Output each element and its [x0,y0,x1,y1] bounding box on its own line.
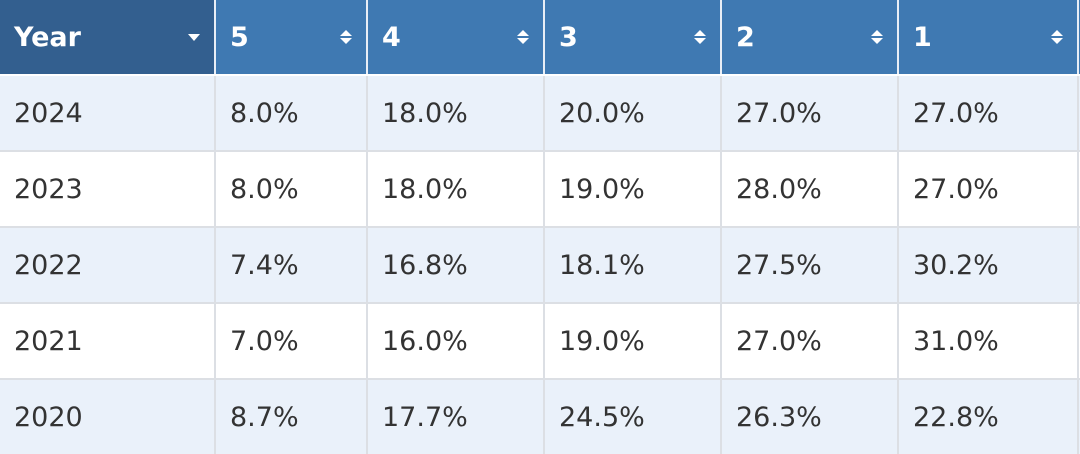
value-cell: 20.0% [544,75,722,152]
table-row: 2021 7.0% 16.0% 19.0% 27.0% 31.0% [0,303,1080,380]
table-row: 2024 8.0% 18.0% 20.0% 27.0% 27.0% [0,75,1080,152]
year-cell: 2022 [0,227,216,304]
column-header-2[interactable]: 2 [721,0,899,76]
table-row: 2022 7.4% 16.8% 18.1% 27.5% 30.2% [0,227,1080,304]
overflow-cell [1078,151,1080,228]
column-header-label: 5 [230,21,249,53]
value-cell: 17.7% [367,379,545,454]
value-cell: 8.0% [215,151,368,228]
value-cell: 7.0% [215,303,368,380]
header-row: Year 5 4 [0,0,1080,76]
value-cell: 8.0% [215,75,368,152]
value-cell: 26.3% [721,379,899,454]
chevron-down-icon[interactable] [188,33,200,41]
value-cell: 27.0% [721,75,899,152]
sort-icon[interactable] [340,30,352,44]
column-header-year[interactable]: Year [0,0,216,76]
sort-icon[interactable] [517,30,529,44]
value-cell: 31.0% [898,303,1079,380]
value-cell: 16.8% [367,227,545,304]
value-cell: 27.0% [721,303,899,380]
year-cell: 2023 [0,151,216,228]
year-cell: 2024 [0,75,216,152]
value-cell: 19.0% [544,303,722,380]
column-header-4[interactable]: 4 [367,0,545,76]
overflow-cell [1078,303,1080,380]
value-cell: 7.4% [215,227,368,304]
year-cell: 2020 [0,379,216,454]
value-cell: 16.0% [367,303,545,380]
column-header-label: 1 [913,21,932,53]
column-header-3[interactable]: 3 [544,0,722,76]
value-cell: 28.0% [721,151,899,228]
value-cell: 18.0% [367,75,545,152]
overflow-cell [1078,75,1080,152]
column-header-label: 4 [382,21,401,53]
column-header-5[interactable]: 5 [215,0,368,76]
table-row: 2020 8.7% 17.7% 24.5% 26.3% 22.8% [0,379,1080,454]
year-cell: 2021 [0,303,216,380]
value-cell: 27.0% [898,75,1079,152]
column-header-label: 2 [736,21,755,53]
column-header-label: 3 [559,21,578,53]
table-row: 2023 8.0% 18.0% 19.0% 28.0% 27.0% [0,151,1080,228]
value-cell: 8.7% [215,379,368,454]
sort-icon[interactable] [871,30,883,44]
value-cell: 22.8% [898,379,1079,454]
sort-icon[interactable] [1051,30,1063,44]
value-cell: 19.0% [544,151,722,228]
value-cell: 24.5% [544,379,722,454]
column-header-overflow [1078,0,1080,76]
value-cell: 18.0% [367,151,545,228]
value-cell: 30.2% [898,227,1079,304]
value-cell: 18.1% [544,227,722,304]
value-cell: 27.5% [721,227,899,304]
value-cell: 27.0% [898,151,1079,228]
column-header-1[interactable]: 1 [898,0,1079,76]
column-header-label: Year [14,21,81,53]
sort-icon[interactable] [694,30,706,44]
overflow-cell [1078,227,1080,304]
